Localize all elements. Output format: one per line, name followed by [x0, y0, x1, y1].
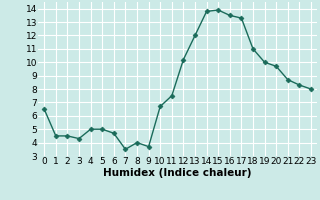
- X-axis label: Humidex (Indice chaleur): Humidex (Indice chaleur): [103, 168, 252, 178]
